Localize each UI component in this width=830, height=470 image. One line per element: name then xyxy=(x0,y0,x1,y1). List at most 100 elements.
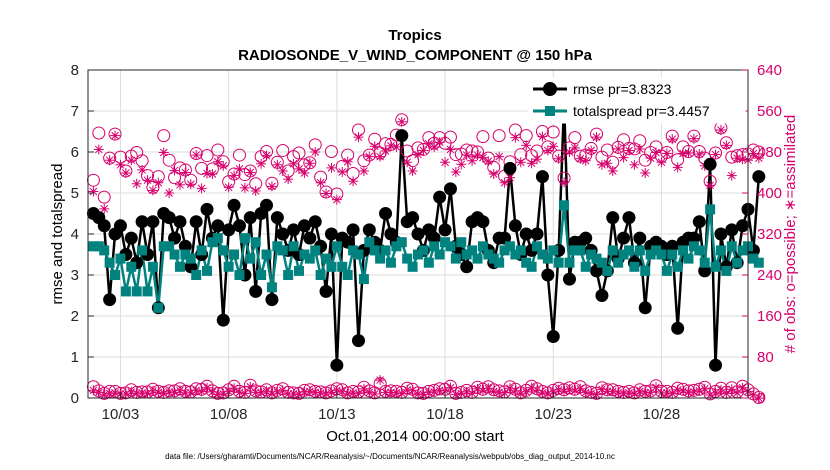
totalspread-point xyxy=(526,261,537,272)
rmse-point xyxy=(189,215,203,229)
obs-assimilated-point xyxy=(542,145,553,156)
totalspread-point xyxy=(99,245,110,256)
totalspread-point xyxy=(331,241,342,252)
rmse-line xyxy=(92,102,761,366)
rmse-point xyxy=(287,223,301,237)
totalspread-point xyxy=(629,261,640,272)
totalspread-point xyxy=(348,245,359,256)
obs-possible-point xyxy=(303,156,317,170)
totalspread-point xyxy=(402,253,413,264)
totalspread-point xyxy=(304,253,315,264)
obs-possible-point xyxy=(200,149,214,163)
totalspread-point xyxy=(445,241,456,252)
obs-assimilated-point xyxy=(250,387,261,398)
y-right-tick-label: 640 xyxy=(757,62,782,79)
totalspread-point xyxy=(256,270,267,280)
obs-assimilated-point xyxy=(353,132,364,143)
obs-assimilated-point xyxy=(293,163,304,174)
obs-assimilated-point xyxy=(391,387,402,398)
totalspread-point xyxy=(515,245,526,256)
obs-assimilated-point xyxy=(521,386,532,397)
totalspread-point xyxy=(380,245,391,256)
rmse-point xyxy=(308,215,322,229)
obs-assimilated-point xyxy=(721,140,732,151)
legend-rmse-label: rmse pr=3.8323 xyxy=(573,81,672,97)
totalspread-point xyxy=(423,257,434,268)
rmse-point xyxy=(633,231,647,245)
obs-assimilated-point xyxy=(564,147,575,157)
obs-assimilated-point xyxy=(337,166,348,177)
rmse-point xyxy=(606,211,620,225)
totalspread-point xyxy=(293,265,304,276)
obs-assimilated-point xyxy=(423,138,434,149)
obs-possible-point xyxy=(600,143,614,157)
obs-assimilated-point xyxy=(364,151,375,162)
obs-assimilated-point xyxy=(640,387,651,398)
totalspread-point xyxy=(456,237,467,248)
totalspread-point xyxy=(705,204,716,215)
totalspread-point xyxy=(613,257,624,268)
obs-assimilated-point xyxy=(672,162,683,173)
rmse-point xyxy=(319,284,333,298)
totalspread-point xyxy=(104,257,115,268)
obs-assimilated-point xyxy=(229,383,240,394)
totalspread-point xyxy=(180,249,191,260)
obs-assimilated-point xyxy=(683,148,694,159)
obs-assimilated-point xyxy=(413,149,423,160)
obs-possible-point xyxy=(292,146,306,160)
totalspread-point xyxy=(710,261,721,272)
obs-assimilated-point xyxy=(99,203,110,214)
totalspread-point xyxy=(396,237,407,248)
obs-assimilated-point xyxy=(402,384,413,395)
obs-assimilated-point xyxy=(629,159,640,170)
rmse-point xyxy=(460,260,474,274)
obs-assimilated-point xyxy=(602,158,613,169)
obs-assimilated-point xyxy=(283,174,294,185)
rmse-point xyxy=(97,219,111,233)
totalspread-point xyxy=(164,241,175,252)
totalspread-point xyxy=(207,237,218,248)
obs-assimilated-point xyxy=(532,154,543,165)
totalspread-point xyxy=(429,241,440,252)
y-tick-label: 6 xyxy=(71,144,79,161)
obs-assimilated-point xyxy=(348,387,359,398)
obs-assimilated-point xyxy=(391,141,402,152)
obs-assimilated-point xyxy=(299,386,310,397)
rmse-point xyxy=(622,211,636,225)
rmse-point xyxy=(541,268,555,282)
obs-assimilated-point xyxy=(380,387,391,398)
totalspread-point xyxy=(672,261,683,272)
totalspread-point xyxy=(651,245,662,256)
obs-assimilated-point xyxy=(445,144,456,155)
obs-assimilated-point xyxy=(174,179,185,190)
rmse-point xyxy=(546,330,560,343)
rmse-point xyxy=(709,358,723,372)
obs-assimilated-point xyxy=(202,382,213,393)
totalspread-point xyxy=(272,241,283,252)
totalspread-point xyxy=(569,245,580,256)
x-tick-label: 10/03 xyxy=(102,406,140,423)
obs-assimilated-point xyxy=(250,185,261,196)
totalspread-point xyxy=(110,270,121,280)
obs-assimilated-point xyxy=(434,137,445,148)
totalspread-point xyxy=(93,241,104,252)
rmse-point xyxy=(265,293,279,307)
obs-assimilated-point xyxy=(277,385,288,396)
obs-assimilated-point xyxy=(348,176,359,187)
totalspread-point xyxy=(153,302,164,313)
totalspread-point xyxy=(440,237,451,248)
obs-assimilated-point xyxy=(618,152,629,163)
totalspread-point xyxy=(737,245,748,256)
obs-possible-point xyxy=(195,161,209,175)
totalspread-point xyxy=(564,257,575,268)
obs-assimilated-point xyxy=(413,388,423,399)
y-right-tick-label: 560 xyxy=(757,103,782,120)
obs-assimilated-point xyxy=(104,155,115,166)
obs-assimilated-point xyxy=(142,175,153,186)
obs-assimilated-point xyxy=(88,186,99,197)
obs-assimilated-point xyxy=(239,182,250,193)
rmse-point xyxy=(503,161,517,175)
obs-assimilated-point xyxy=(158,147,169,158)
chart-subtitle: RADIOSONDE_V_WIND_COMPONENT @ 150 hPa xyxy=(238,47,593,64)
